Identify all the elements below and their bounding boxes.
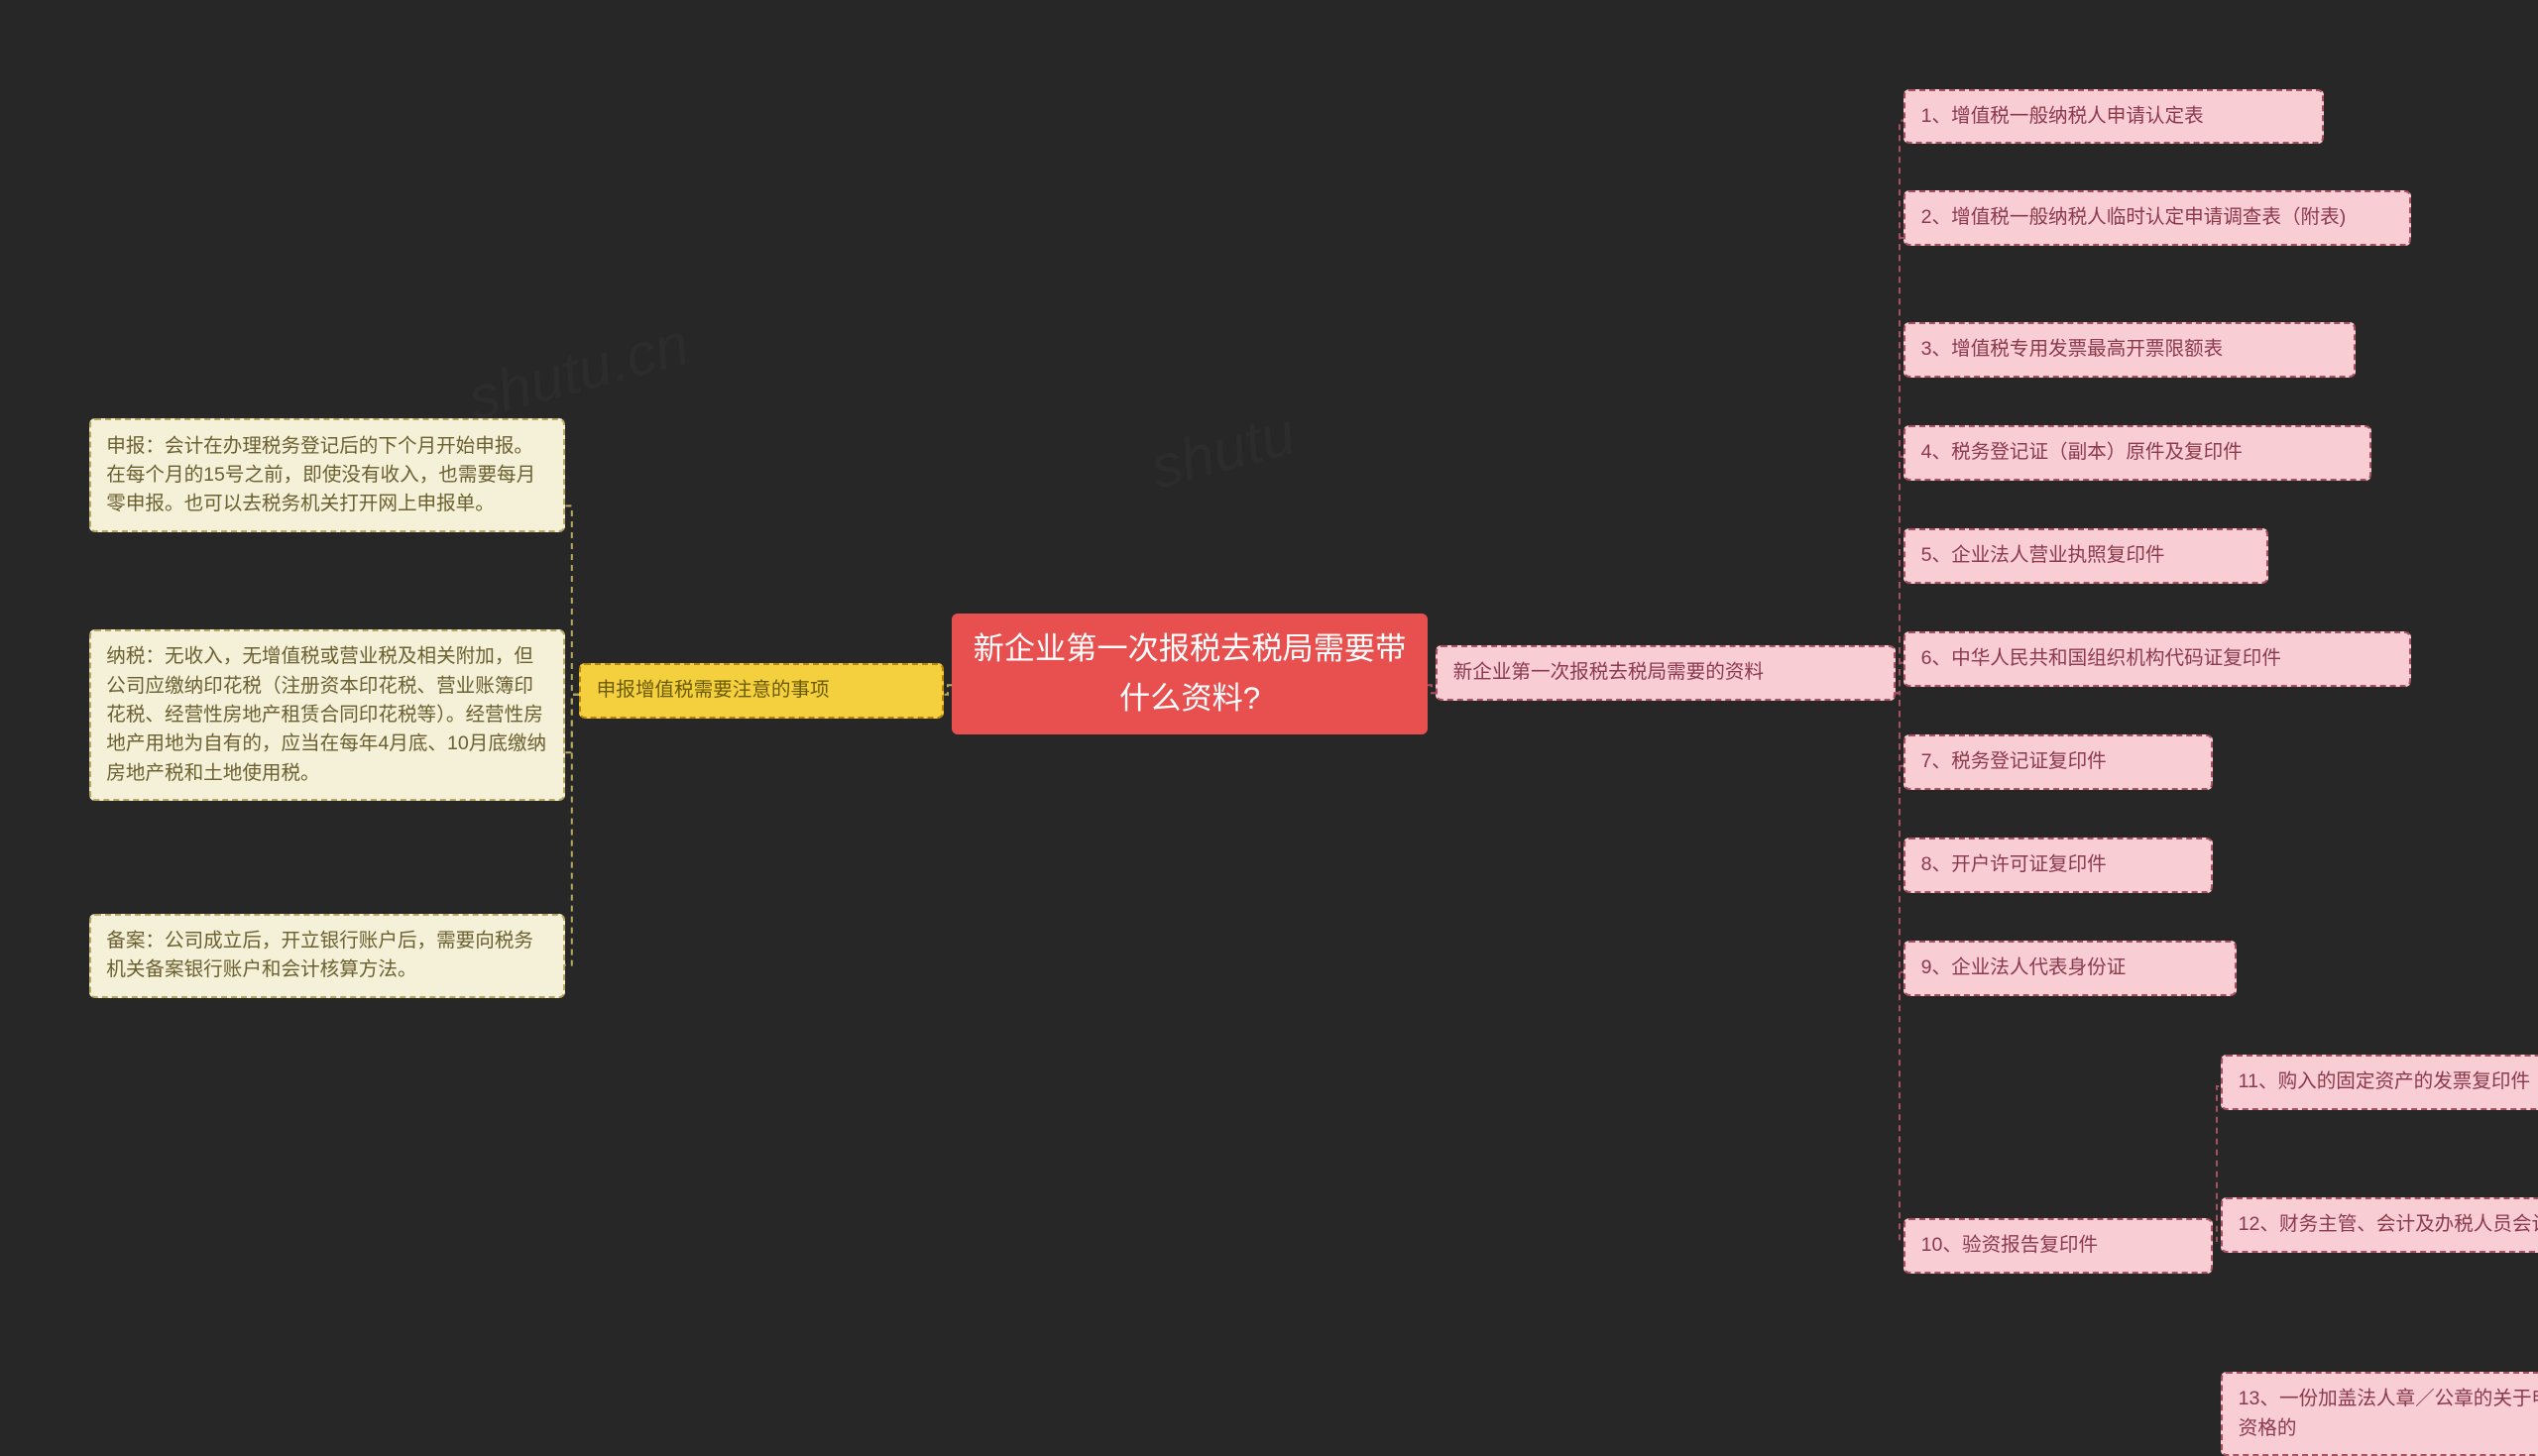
right-item: 7、税务登记证复印件: [1904, 734, 2213, 790]
right-item-text: 8、开户许可证复印件: [1921, 853, 2107, 875]
right-item-text: 2、增值税一般纳税人临时认定申请调查表（附表): [1921, 206, 2347, 228]
right-item: 8、开户许可证复印件: [1904, 838, 2213, 893]
right-sub-item-text: 13、一份加盖法人章／公章的关于申请一般纳税人临时资格的: [2239, 1388, 2538, 1438]
right-item-text: 7、税务登记证复印件: [1921, 750, 2107, 772]
center-node: 新企业第一次报税去税局需要带什么资料?: [952, 614, 1428, 734]
right-item-text: 3、增值税专用发票最高开票限额表: [1921, 338, 2224, 360]
right-item-text: 6、中华人民共和国组织机构代码证复印件: [1921, 647, 2281, 669]
left-item-text: 申报：会计在办理税务登记后的下个月开始申报。在每个月的15号之前，即使没有收入，…: [106, 435, 535, 515]
right-sub-item: 13、一份加盖法人章／公章的关于申请一般纳税人临时资格的: [2221, 1372, 2538, 1456]
right-item: 4、税务登记证（副本）原件及复印件: [1904, 425, 2371, 481]
right-sub-item-text: 11、购入的固定资产的发票复印件: [2239, 1070, 2530, 1092]
left-branch-label: 申报增值税需要注意的事项: [579, 663, 944, 719]
center-text: 新企业第一次报税去税局需要带什么资料?: [974, 631, 1407, 716]
left-item: 备案：公司成立后，开立银行账户后，需要向税务机关备案银行账户和会计核算方法。: [89, 914, 565, 998]
right-item: 5、企业法人营业执照复印件: [1904, 528, 2268, 584]
right-item: 9、企业法人代表身份证: [1904, 941, 2237, 996]
right-item-text: 5、企业法人营业执照复印件: [1921, 544, 2165, 566]
watermark: shutu: [1144, 398, 1303, 503]
right-item: 2、增值税一般纳税人临时认定申请调查表（附表): [1904, 190, 2411, 246]
right-item: 10、验资报告复印件: [1904, 1218, 2213, 1274]
left-item-text: 纳税：无收入，无增值税或营业税及相关附加，但公司应缴纳印花税（注册资本印花税、营…: [106, 645, 546, 783]
left-item-text: 备案：公司成立后，开立银行账户后，需要向税务机关备案银行账户和会计核算方法。: [106, 930, 533, 980]
right-item-text: 9、企业法人代表身份证: [1921, 956, 2127, 978]
right-item: 6、中华人民共和国组织机构代码证复印件: [1904, 631, 2411, 687]
right-sub-item-text: 12、财务主管、会计及办税人员会计上岗证复印件: [2239, 1213, 2538, 1235]
right-item: 3、增值税专用发票最高开票限额表: [1904, 322, 2356, 378]
right-item-text: 10、验资报告复印件: [1921, 1234, 2098, 1256]
right-item-text: 1、增值税一般纳税人申请认定表: [1921, 105, 2204, 127]
left-item: 纳税：无收入，无增值税或营业税及相关附加，但公司应缴纳印花税（注册资本印花税、营…: [89, 629, 565, 801]
right-item-text: 4、税务登记证（副本）原件及复印件: [1921, 441, 2243, 463]
left-branch-label-text: 申报增值税需要注意的事项: [597, 679, 830, 701]
left-item: 申报：会计在办理税务登记后的下个月开始申报。在每个月的15号之前，即使没有收入，…: [89, 418, 565, 531]
right-item: 1、增值税一般纳税人申请认定表: [1904, 89, 2324, 145]
right-branch-label: 新企业第一次报税去税局需要的资料: [1436, 645, 1896, 701]
right-sub-item: 11、购入的固定资产的发票复印件: [2221, 1055, 2538, 1110]
watermark: shutu.cn: [461, 309, 696, 433]
right-sub-item: 12、财务主管、会计及办税人员会计上岗证复印件: [2221, 1197, 2538, 1253]
right-branch-label-text: 新企业第一次报税去税局需要的资料: [1453, 661, 1764, 683]
